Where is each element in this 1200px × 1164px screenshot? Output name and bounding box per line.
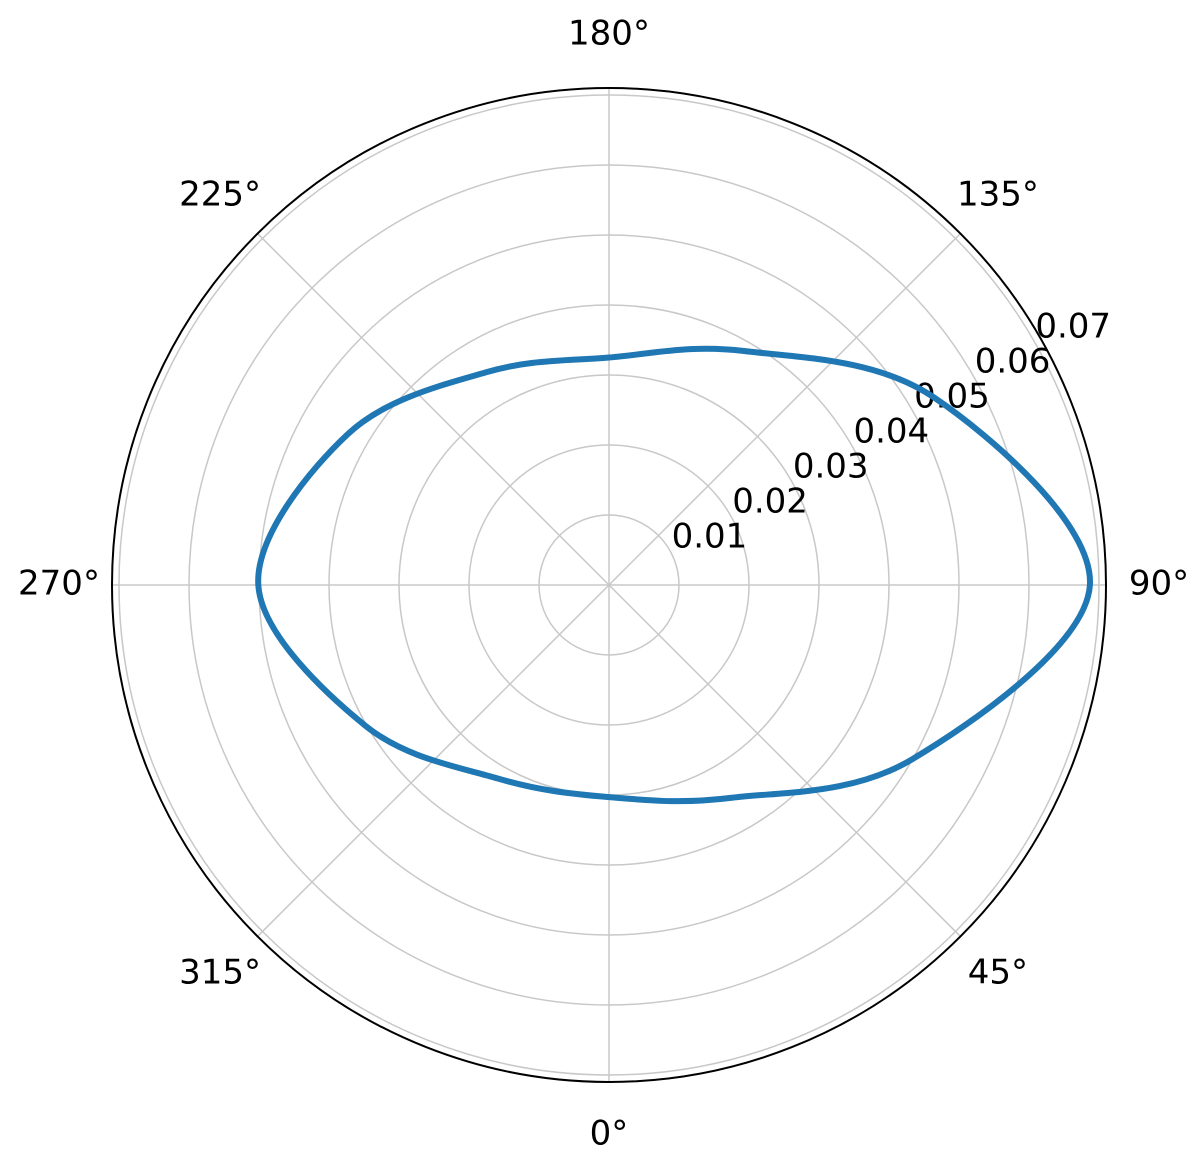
polar-frame bbox=[111, 87, 1107, 1083]
theta-tick-label: 45° bbox=[968, 952, 1028, 992]
r-tick-label: 0.02 bbox=[732, 482, 808, 522]
r-tick-label: 0.04 bbox=[853, 412, 929, 452]
theta-tick-label: 180° bbox=[568, 14, 650, 54]
series-line bbox=[255, 345, 1093, 805]
theta-tick-label: 135° bbox=[957, 175, 1039, 215]
grid-spoke bbox=[608, 233, 961, 586]
grid-spoke bbox=[257, 233, 610, 586]
theta-tick-label: 270° bbox=[18, 564, 100, 604]
theta-tick-label: 315° bbox=[179, 952, 261, 992]
r-tick-label: 0.06 bbox=[975, 342, 1051, 382]
r-tick-label: 0.01 bbox=[672, 517, 748, 557]
theta-tick-label: 225° bbox=[179, 175, 261, 215]
theta-tick-label: 0° bbox=[590, 1114, 629, 1154]
theta-tick-label: 90° bbox=[1129, 564, 1189, 604]
r-tick-label: 0.03 bbox=[793, 447, 869, 487]
grid-spoke bbox=[608, 584, 961, 937]
r-tick-label: 0.07 bbox=[1035, 307, 1111, 347]
